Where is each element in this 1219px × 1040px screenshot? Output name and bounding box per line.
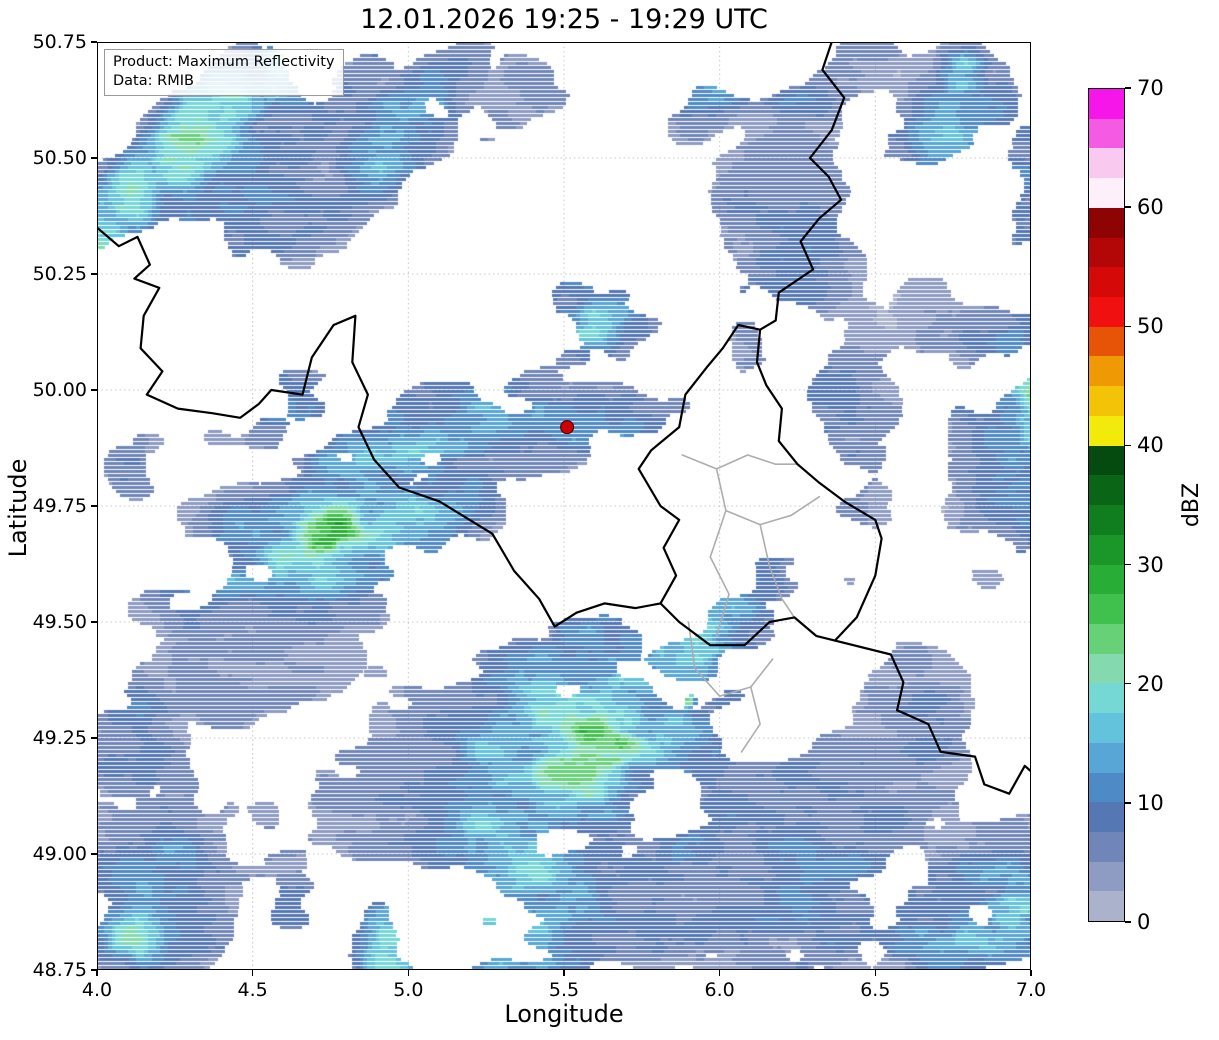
colorbar-tick-mark bbox=[1125, 206, 1131, 208]
colorbar-tick-mark bbox=[1125, 325, 1131, 328]
y-tick-label: 50.75 bbox=[32, 31, 87, 53]
colorbar-segment bbox=[1089, 118, 1124, 149]
colorbar-segment bbox=[1089, 89, 1124, 119]
y-tick-label: 49.25 bbox=[32, 727, 87, 749]
colorbar-segment bbox=[1089, 623, 1124, 654]
colorbar-segment bbox=[1089, 148, 1124, 179]
colorbar-tick-mark bbox=[1125, 444, 1131, 447]
country-border-line bbox=[97, 226, 662, 628]
x-tick-mark bbox=[1030, 970, 1032, 976]
colorbar-segment bbox=[1089, 207, 1124, 238]
annotation-product-line: Product: Maximum Reflectivity bbox=[113, 54, 335, 70]
colorbar-tick-label: 60 bbox=[1137, 195, 1164, 220]
colorbar-segment bbox=[1089, 861, 1124, 892]
figure-title: 12.01.2026 19:25 - 19:29 UTC bbox=[360, 4, 768, 35]
colorbar-segment bbox=[1089, 564, 1124, 595]
y-tick-label: 50.50 bbox=[32, 147, 87, 169]
colorbar-tick-mark bbox=[1125, 682, 1131, 685]
country-border-line bbox=[833, 639, 1031, 795]
y-tick-mark bbox=[91, 969, 97, 971]
colorbar-segment bbox=[1089, 415, 1124, 446]
region-border-line bbox=[740, 686, 761, 753]
y-tick-mark bbox=[91, 505, 97, 507]
colorbar-segment bbox=[1089, 683, 1124, 714]
colorbar-tick-label: 30 bbox=[1137, 552, 1164, 577]
region-border-line bbox=[687, 621, 774, 698]
colorbar-segment bbox=[1089, 505, 1124, 535]
y-tick-label: 48.75 bbox=[32, 959, 87, 981]
x-tick-mark bbox=[407, 970, 410, 976]
colorbar-segment bbox=[1089, 831, 1124, 862]
x-tick-label: 6.5 bbox=[860, 979, 891, 1001]
colorbar bbox=[1088, 88, 1125, 922]
y-tick-mark bbox=[91, 157, 97, 159]
colorbar-label: dBZ bbox=[1179, 482, 1204, 528]
annotation-data-line: Data: RMIB bbox=[113, 72, 194, 89]
colorbar-tick-mark bbox=[1125, 563, 1131, 566]
region-border-line bbox=[709, 468, 730, 637]
x-tick-label: 6.0 bbox=[704, 979, 735, 1001]
colorbar-tick-mark bbox=[1125, 921, 1131, 923]
colorbar-segment bbox=[1089, 802, 1124, 832]
x-tick-label: 4.0 bbox=[81, 979, 113, 1001]
colorbar-segment bbox=[1089, 891, 1124, 922]
radar-echo-canvas bbox=[97, 42, 1031, 970]
x-tick-mark bbox=[96, 970, 98, 976]
x-tick-label: 4.5 bbox=[237, 979, 268, 1001]
colorbar-segment bbox=[1089, 178, 1124, 208]
colorbar-tick-label: 0 bbox=[1137, 910, 1151, 934]
y-tick-label: 50.00 bbox=[32, 379, 87, 401]
x-tick-mark bbox=[251, 970, 254, 976]
colorbar-segment bbox=[1089, 386, 1124, 416]
y-tick-mark bbox=[91, 737, 97, 739]
map-plot-area: Product: Maximum Reflectivity Data: RMIB bbox=[97, 42, 1031, 970]
region-border-line bbox=[725, 495, 821, 526]
y-tick-label: 49.00 bbox=[32, 843, 87, 865]
colorbar-tick-label: 40 bbox=[1137, 433, 1164, 458]
colorbar-segment bbox=[1089, 772, 1124, 803]
colorbar-segment bbox=[1089, 475, 1124, 506]
x-tick-mark bbox=[718, 970, 721, 976]
colorbar-tick-label: 70 bbox=[1137, 76, 1164, 100]
y-tick-mark bbox=[91, 273, 97, 275]
country-border-line bbox=[637, 323, 883, 647]
region-border-line bbox=[681, 454, 799, 470]
country-border-line bbox=[758, 42, 846, 331]
colorbar-segment bbox=[1089, 267, 1124, 298]
x-tick-mark bbox=[874, 970, 877, 976]
y-tick-label: 50.25 bbox=[32, 263, 87, 285]
colorbar-tick-label: 50 bbox=[1137, 314, 1164, 339]
y-tick-mark bbox=[91, 41, 97, 43]
colorbar-tick-label: 10 bbox=[1137, 790, 1164, 815]
x-tick-mark bbox=[563, 970, 565, 976]
x-tick-label: 5.5 bbox=[548, 979, 580, 1001]
y-tick-label: 49.50 bbox=[32, 611, 87, 633]
country-borders-overlay bbox=[97, 42, 1031, 795]
product-annotation-box: Product: Maximum Reflectivity Data: RMIB bbox=[104, 49, 344, 96]
y-tick-mark bbox=[91, 389, 97, 391]
colorbar-segment bbox=[1089, 237, 1124, 268]
y-tick-label: 49.75 bbox=[32, 495, 87, 517]
colorbar-segment bbox=[1089, 534, 1124, 565]
colorbar-segment bbox=[1089, 594, 1124, 624]
x-axis-label: Longitude bbox=[504, 1000, 624, 1028]
x-tick-label: 7.0 bbox=[1015, 979, 1047, 1001]
colorbar-tick-label: 20 bbox=[1137, 671, 1164, 696]
y-tick-mark bbox=[91, 621, 97, 623]
colorbar-segment bbox=[1089, 713, 1124, 743]
colorbar-segment bbox=[1089, 445, 1124, 476]
x-tick-label: 5.0 bbox=[393, 979, 424, 1001]
colorbar-segment bbox=[1089, 653, 1124, 684]
colorbar-segment bbox=[1089, 356, 1124, 387]
y-tick-mark bbox=[91, 853, 97, 855]
colorbar-segment bbox=[1089, 297, 1124, 327]
colorbar-segment bbox=[1089, 742, 1124, 773]
colorbar-tick-mark bbox=[1125, 87, 1131, 89]
radar-site-marker bbox=[560, 420, 575, 435]
colorbar-segment bbox=[1089, 326, 1124, 357]
colorbar-tick-mark bbox=[1125, 802, 1131, 804]
region-border-line bbox=[759, 523, 796, 619]
